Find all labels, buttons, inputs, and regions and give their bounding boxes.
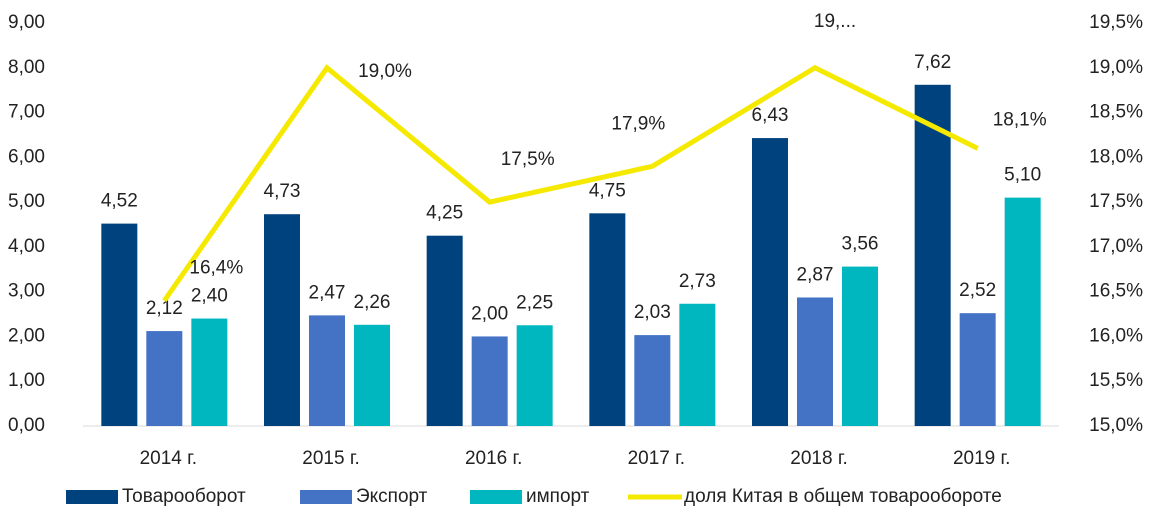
legend-label: Экспорт	[356, 486, 428, 507]
data-label: 2,47	[309, 282, 346, 303]
bar	[914, 84, 951, 426]
legend-label: доля Китая в общем товарообороте	[684, 486, 1002, 507]
y2-tick-label: 17,5%	[1089, 191, 1143, 212]
legend-label: импорт	[526, 486, 590, 507]
x-tick-label: 2014 г.	[140, 448, 197, 469]
y-tick-label: 1,00	[8, 370, 45, 391]
data-label: 4,73	[264, 181, 301, 202]
line-label: 16,4%	[189, 258, 243, 279]
y2-tick-label: 16,0%	[1089, 325, 1143, 346]
bar	[752, 138, 788, 426]
data-label: 2,52	[959, 280, 996, 301]
legend-swatch	[300, 490, 352, 504]
data-label: 3,56	[842, 234, 879, 255]
bar	[959, 313, 996, 426]
y-tick-label: 5,00	[8, 191, 45, 212]
data-label: 4,75	[589, 180, 626, 201]
legend-swatch	[470, 490, 522, 504]
data-label: 4,25	[426, 203, 463, 224]
line-label: 17,5%	[501, 149, 555, 170]
bar	[471, 336, 508, 426]
bar	[679, 303, 716, 426]
line-label: 19,...	[814, 11, 856, 32]
y2-tick-label: 18,5%	[1089, 102, 1143, 123]
bar	[634, 335, 671, 426]
line-label: 18,1%	[993, 109, 1047, 130]
bar	[264, 214, 300, 426]
line-label: 19,0%	[358, 61, 412, 82]
y-tick-label: 6,00	[8, 146, 45, 167]
bar	[842, 266, 878, 426]
data-label: 2,12	[146, 298, 183, 319]
legend-swatch	[66, 490, 118, 504]
y-tick-label: 8,00	[8, 57, 45, 78]
data-label: 2,26	[354, 292, 391, 313]
legend-label: Товарооборот	[122, 486, 246, 507]
y2-tick-label: 19,5%	[1089, 12, 1143, 33]
bar	[589, 213, 626, 426]
data-label: 2,73	[679, 271, 716, 292]
data-label: 2,00	[471, 303, 508, 324]
y-tick-label: 3,00	[8, 281, 45, 302]
y2-tick-label: 19,0%	[1089, 57, 1143, 78]
y-tick-label: 0,00	[8, 415, 45, 436]
y2-tick-label: 15,5%	[1089, 370, 1143, 391]
bar	[191, 318, 228, 426]
bar	[1004, 197, 1041, 426]
y2-tick-label: 15,0%	[1089, 415, 1143, 436]
y-tick-label: 2,00	[8, 325, 45, 346]
data-label: 2,40	[191, 286, 228, 307]
bar	[354, 324, 390, 426]
data-label: 6,43	[752, 105, 789, 126]
x-tick-label: 2016 г.	[465, 448, 522, 469]
y-tick-label: 7,00	[8, 102, 45, 123]
bar	[797, 297, 833, 426]
bar	[426, 235, 463, 426]
bar	[146, 331, 183, 426]
data-label: 2,03	[634, 302, 671, 323]
data-label: 2,25	[516, 292, 553, 313]
data-label: 2,87	[797, 265, 834, 286]
data-label: 5,10	[1004, 165, 1041, 186]
x-tick-label: 2015 г.	[302, 448, 359, 469]
y2-tick-label: 18,0%	[1089, 146, 1143, 167]
bar	[309, 315, 345, 426]
bar	[101, 223, 138, 426]
data-label: 4,52	[101, 191, 138, 212]
y2-tick-label: 16,5%	[1089, 281, 1143, 302]
x-tick-label: 2019 г.	[953, 448, 1010, 469]
line-label: 17,9%	[611, 113, 665, 134]
x-tick-label: 2018 г.	[790, 448, 847, 469]
y-tick-label: 9,00	[8, 12, 45, 33]
line	[162, 64, 979, 303]
y2-tick-label: 17,0%	[1089, 236, 1143, 257]
data-label: 7,62	[914, 52, 951, 73]
x-tick-label: 2017 г.	[628, 448, 685, 469]
bar	[516, 325, 553, 426]
y-tick-label: 4,00	[8, 236, 45, 257]
